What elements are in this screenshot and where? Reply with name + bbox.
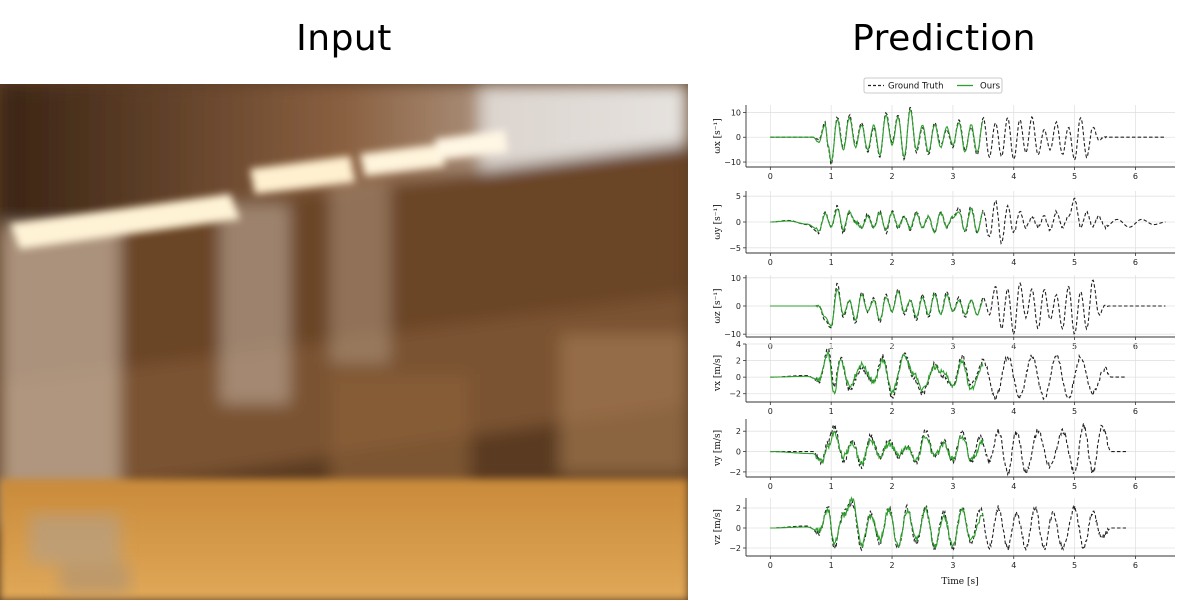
- x-tick-label: 5: [1072, 258, 1077, 267]
- x-tick-label: 3: [950, 258, 955, 267]
- legend-ground-truth-label: Ground Truth: [888, 82, 944, 92]
- y-tick-label: 10: [731, 274, 741, 283]
- subplot-6: 2 0 −2 0 1 2 3 4 5 6 vz [m/s]: [713, 498, 1175, 570]
- y-tick-label: 0: [736, 302, 741, 311]
- x-tick-label: 1: [829, 172, 834, 181]
- x-tick-label: 2: [889, 482, 894, 491]
- x-tick-label: 2: [889, 172, 894, 181]
- y-axis-label: ωz [s⁻¹]: [713, 289, 723, 324]
- y-tick-label: −2: [729, 544, 741, 553]
- x-tick-label: 3: [950, 482, 955, 491]
- chart-legend: Ground Truth Ours: [864, 78, 1002, 93]
- x-tick-label: 6: [1133, 407, 1138, 416]
- y-tick-label: 0: [736, 133, 741, 142]
- y-tick-label: 0: [736, 373, 741, 382]
- blurred-restaurant-photo: [0, 84, 688, 600]
- prediction-chart-panel: Ground Truth Ours 10 0 −10 0 1 2 3 4 5 6 ωx [s⁻¹] 5…: [690, 70, 1200, 600]
- x-tick-label: 3: [950, 172, 955, 181]
- x-tick-label: 5: [1072, 172, 1077, 181]
- x-tick-label: 6: [1133, 482, 1138, 491]
- ours-series-line: [770, 110, 983, 161]
- x-tick-label: 6: [1133, 172, 1138, 181]
- y-tick-label: 4: [736, 340, 741, 349]
- subplot-4: 4 2 0 −2 0 1 2 3 4 5 6 vx [m/s]: [713, 340, 1175, 416]
- x-tick-label: 2: [889, 407, 894, 416]
- x-tick-label: 5: [1072, 407, 1077, 416]
- subplot-stack: 100−100 1 2 3 4 5 6ωx [s⁻¹]50−50 1 2 3 4 5 6ωy [s⁻¹]…: [713, 105, 1175, 570]
- blurred-restaurant-photo-icon: [0, 84, 688, 600]
- x-tick-label: 4: [1011, 561, 1016, 570]
- prediction-heading: Prediction: [688, 18, 1200, 59]
- x-tick-label: 2: [889, 258, 894, 267]
- y-tick-label: −5: [729, 244, 741, 253]
- x-tick-label: 6: [1133, 258, 1138, 267]
- x-tick-label: 0: [768, 258, 773, 267]
- y-tick-label: 10: [731, 108, 741, 117]
- subplot-3: 100−100123456ωz [s⁻¹]: [713, 274, 1175, 351]
- ours-series-line: [770, 498, 983, 548]
- y-tick-label: 0: [736, 218, 741, 227]
- x-tick-label: 0: [768, 407, 773, 416]
- y-tick-label: −10: [724, 158, 741, 167]
- subplot-2: 5 0 −5 0 1 2 3 4 5 6 ωy [s⁻¹]: [713, 191, 1175, 267]
- x-tick-label: 5: [1072, 482, 1077, 491]
- y-tick-label: 0: [736, 448, 741, 457]
- y-tick-label: 2: [736, 504, 741, 513]
- y-axis-label: vx [m/s]: [713, 355, 723, 392]
- y-tick-label: −10: [724, 330, 741, 339]
- x-tick-label: 4: [1011, 172, 1016, 181]
- x-tick-label: 4: [1011, 482, 1016, 491]
- ours-series-line: [770, 352, 983, 394]
- x-tick-label: 1: [829, 561, 834, 570]
- x-tick-label: 5: [1072, 561, 1077, 570]
- y-axis-label: vz [m/s]: [713, 509, 723, 546]
- y-axis-label: ωy [s⁻¹]: [713, 204, 723, 239]
- x-tick-label: 3: [950, 561, 955, 570]
- x-tick-label: 0: [768, 172, 773, 181]
- y-tick-label: 0: [736, 524, 741, 533]
- y-tick-label: −2: [729, 390, 741, 399]
- ours-series-line: [770, 290, 983, 327]
- x-axis-label: Time [s]: [941, 577, 978, 587]
- input-heading: Input: [0, 18, 688, 59]
- x-tick-label: 3: [950, 407, 955, 416]
- subplot-1: 10 0 −10 0 1 2 3 4 5 6 ωx [s⁻¹]: [713, 105, 1175, 181]
- y-tick-label: −2: [729, 468, 741, 477]
- y-tick-label: 5: [736, 192, 741, 201]
- x-tick-label: 4: [1011, 258, 1016, 267]
- imu-prediction-chart: Ground Truth Ours 100−100 1 2 3 4 5 6ωx [s⁻¹]5…: [690, 70, 1200, 600]
- x-tick-label: 1: [829, 482, 834, 491]
- ground-truth-series-line: [770, 423, 1126, 474]
- y-tick-label: 2: [736, 427, 741, 436]
- y-axis-label: vy [m/s]: [713, 430, 723, 467]
- y-tick-label: 2: [736, 357, 741, 366]
- ground-truth-series-line: [770, 348, 1126, 400]
- x-tick-label: 2: [889, 561, 894, 570]
- x-tick-label: 6: [1133, 561, 1138, 570]
- x-tick-label: 4: [1011, 407, 1016, 416]
- legend-ours-label: Ours: [980, 82, 1001, 92]
- subplot-5: 2 0 −2 0 1 2 3 4 5 6 vy [m/s]: [713, 419, 1175, 491]
- x-tick-label: 1: [829, 407, 834, 416]
- y-axis-label: ωx [s⁻¹]: [713, 118, 723, 153]
- x-tick-label: 1: [829, 258, 834, 267]
- x-tick-label: 0: [768, 561, 773, 570]
- x-tick-label: 0: [768, 482, 773, 491]
